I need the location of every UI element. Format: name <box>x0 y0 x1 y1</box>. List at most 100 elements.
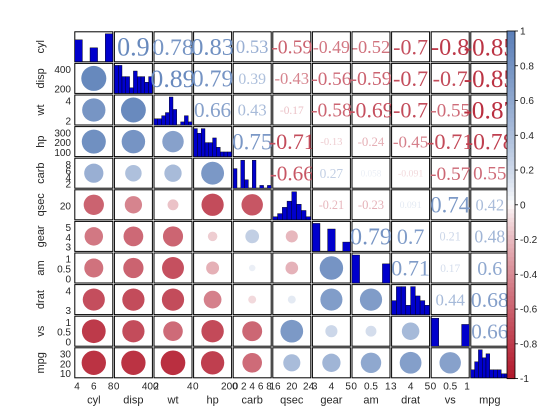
matrix-cells: 0.9 0.780.83 0.53 -0.59 -0.49 -0.52 -0.7 -0.8-0… <box>74 31 516 379</box>
histogram-bar-drat <box>405 305 411 315</box>
cell-frame <box>430 189 470 221</box>
cell-frame <box>351 126 391 158</box>
y-variable-label: gear <box>35 225 47 247</box>
cell-drat-qsec <box>272 284 312 316</box>
cell-hp-disp <box>113 126 153 158</box>
cell-drat-mpg: 0.68 <box>470 284 510 316</box>
histogram-bar-hp <box>193 128 198 157</box>
correlation-coefficient: 0.058 <box>361 168 382 178</box>
x-tick-label: 4 <box>329 382 335 393</box>
cell-frame <box>430 94 470 126</box>
correlation-circle <box>319 256 344 280</box>
correlation-circle <box>81 65 107 91</box>
y-tick-label: 300 <box>54 128 71 139</box>
histogram-bar-cyl <box>104 33 113 62</box>
colorbar-segment <box>507 196 515 201</box>
cell-cyl-cyl <box>74 31 114 63</box>
histogram-bar-disp <box>121 76 126 94</box>
colorbar-tick-label: -1 <box>520 374 529 385</box>
correlation-circle <box>120 97 146 123</box>
cell-cyl-hp: 0.83 <box>191 31 234 63</box>
colorbar-tick-label: 0.4 <box>520 131 534 142</box>
y-tick-label: 20 <box>60 201 72 212</box>
cell-frame <box>430 31 470 63</box>
histogram-bar-wt <box>153 118 158 126</box>
cell-vs-vs <box>430 315 470 347</box>
cell-hp-drat: -0.45 <box>391 126 431 158</box>
correlation-circle <box>125 164 142 182</box>
colorbar-segment <box>507 330 515 336</box>
x-variable-label: wt <box>167 395 179 407</box>
histogram-bar-wt <box>165 112 170 126</box>
colorbar-segment <box>507 74 515 80</box>
correlation-coefficient: -0.55 <box>430 100 470 121</box>
histogram-bar-wt <box>187 121 193 126</box>
correlation-circle <box>241 194 263 216</box>
correlation-circle <box>201 161 225 185</box>
cell-frame <box>430 62 470 94</box>
correlation-circle <box>201 193 224 216</box>
cell-qsec-vs: 0.74 <box>430 189 471 221</box>
x-tick-label: 24 <box>303 382 315 393</box>
colorbar-segment <box>507 161 515 167</box>
cell-disp-am: -0.59 <box>350 62 392 94</box>
correlation-coefficient: 0.53 <box>236 37 269 58</box>
colorbar-segment <box>507 61 515 67</box>
histogram-bar-gear <box>342 241 351 252</box>
colorbar-segment <box>507 300 515 306</box>
histogram-bar-vs <box>461 324 470 347</box>
cell-mpg-disp <box>113 347 153 379</box>
correlation-circle <box>121 350 146 375</box>
cell-disp-qsec: -0.43 <box>272 62 312 94</box>
cell-wt-qsec: -0.17 <box>272 94 312 126</box>
correlation-circle <box>401 322 420 340</box>
colorbar-segment <box>507 374 515 380</box>
histogram-bar-disp <box>125 76 130 94</box>
cell-gear-am: 0.79 <box>350 220 392 252</box>
cell-cyl-gear: -0.49 <box>311 31 351 63</box>
colorbar-tick-label: -0.2 <box>520 235 538 246</box>
histogram-bar-cyl <box>74 39 83 62</box>
x-tick-label: 20 <box>286 382 298 393</box>
cell-frame <box>311 31 351 63</box>
histogram-bar-mpg <box>489 369 494 378</box>
x-tick-label: 6 <box>91 382 97 393</box>
colorbar-segment <box>507 178 515 184</box>
cell-frame <box>391 62 431 94</box>
cell-drat-vs: 0.44 <box>430 284 470 316</box>
histogram-bar-mpg <box>470 369 475 378</box>
histogram-bar-hp <box>219 151 225 157</box>
histogram-bar-carb <box>251 159 257 189</box>
x-tick-label: 3 <box>391 382 397 393</box>
colorbar-segment <box>507 130 515 136</box>
x-variable-label: hp <box>206 395 218 407</box>
cell-frame <box>391 157 431 189</box>
cell-qsec-mpg: 0.42 <box>470 189 510 221</box>
correlation-circle <box>123 257 144 279</box>
cell-drat-drat <box>391 284 431 316</box>
cell-hp-hp <box>193 126 233 158</box>
y-tick-label: 0 <box>65 338 71 349</box>
correlation-circle <box>325 325 338 338</box>
correlation-coefficient: 0.79 <box>350 224 392 250</box>
correlation-coefficient: -0.57 <box>430 164 471 185</box>
cell-drat-am <box>351 284 391 316</box>
colorbar-segment <box>507 157 515 162</box>
cell-mpg-cyl <box>74 347 114 379</box>
histogram-bar-mpg <box>497 369 502 378</box>
cell-cyl-disp: 0.9 <box>113 31 153 63</box>
cell-am-cyl <box>74 252 114 284</box>
cell-disp-cyl <box>74 62 114 94</box>
y-variable-label: wt <box>35 105 47 117</box>
correlation-coefficient: -0.8 <box>431 34 469 61</box>
x-variable-label: qsec <box>280 395 304 407</box>
correlation-coefficient: -0.7 <box>393 66 428 91</box>
correlation-circle <box>365 325 377 337</box>
x-tick-label: 8 <box>108 382 114 393</box>
cell-frame <box>470 126 510 158</box>
histogram-bar-drat <box>415 295 421 315</box>
colorbar-segment <box>507 252 515 258</box>
y-tick-label: 200 <box>54 85 71 96</box>
colorbar-segment <box>507 139 515 145</box>
